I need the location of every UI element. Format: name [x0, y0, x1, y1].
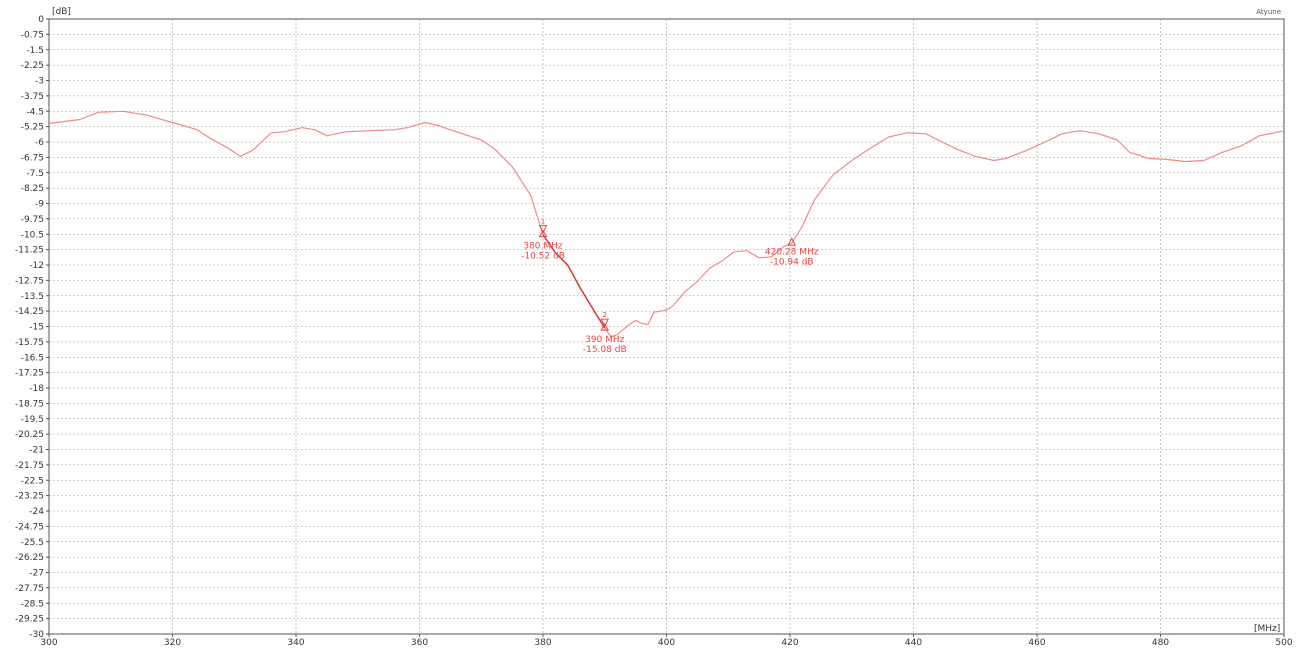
x-tick-label: 480: [1152, 638, 1169, 648]
y-tick-label: -18.75: [15, 399, 44, 409]
y-tick-label: -13.5: [21, 292, 44, 302]
x-unit-label: [MHz]: [1254, 624, 1280, 634]
y-tick-label: -9.75: [21, 215, 44, 225]
x-tick-label: 440: [905, 638, 922, 648]
y-tick-label: -18: [29, 384, 44, 394]
marker: 420.28 MHz-10.94 dB: [765, 237, 819, 267]
y-tick-label: -25.5: [21, 538, 44, 548]
x-tick-label: 400: [658, 638, 675, 648]
x-tick-label: 460: [1028, 638, 1045, 648]
marker-triangle-up: [600, 323, 610, 331]
brand-label: Atyune: [1256, 8, 1281, 16]
marker-number: 2: [603, 311, 607, 319]
x-tick-label: 300: [40, 638, 57, 648]
y-tick-label: -4.5: [26, 107, 44, 117]
x-tick-label: 500: [1275, 638, 1292, 648]
x-axis: 300 320 340 360 380 400 420 440 460 480 500: [40, 634, 1293, 648]
y-tick-label: -26.25: [15, 553, 44, 563]
marker-db-label: -15.08 dB: [583, 345, 627, 355]
x-tick-label: 420: [781, 638, 798, 648]
marker-triangle-up: [538, 229, 548, 238]
y-tick-label: -10.5: [21, 230, 44, 240]
y-tick-label: 0: [38, 15, 44, 25]
y-tick-label: -11.25: [15, 246, 44, 256]
y-tick-label: -27: [29, 569, 44, 579]
y-tick-label: -27.75: [15, 584, 44, 594]
y-tick-label: -16.5: [21, 353, 44, 363]
y-tick-label: -28.5: [21, 599, 44, 609]
marker-db-label: -10.94 dB: [770, 257, 814, 267]
markers-group: 1 380 MHz-10.52 dB 2 390 MHz-15.08 dB 420.28…: [521, 218, 819, 355]
marker: 2 390 MHz-15.08 dB: [583, 311, 627, 355]
y-tick-label: -1.5: [26, 46, 44, 56]
y-axis: 0 -0.75 -1.5 -2.25 -3 -3.75 -4.5 -5.25 -6 -6.75 -7…: [15, 15, 49, 640]
y-tick-label: -29.25: [15, 615, 44, 625]
x-tick-label: 380: [534, 638, 551, 648]
y-tick-label: -12.75: [15, 276, 44, 286]
y-unit-label: [dB]: [52, 7, 71, 17]
marker-db-label: -10.52 dB: [521, 252, 565, 262]
y-tick-label: -5.25: [21, 123, 44, 133]
y-tick-label: -15.75: [15, 338, 44, 348]
y-tick-label: -21: [29, 446, 44, 456]
series-highlight: [542, 234, 606, 329]
marker-freq-label: 380 MHz: [523, 242, 563, 252]
grid: [48, 18, 1285, 635]
y-tick-label: -23.25: [15, 492, 44, 502]
x-tick-label: 320: [164, 638, 181, 648]
marker-triangle-down: [600, 318, 610, 328]
y-tick-label: -8.25: [21, 184, 44, 194]
y-tick-label: -24.75: [15, 522, 44, 532]
x-tick-label: 340: [287, 638, 304, 648]
y-tick-label: -3: [35, 77, 44, 87]
y-tick-label: -20.25: [15, 430, 44, 440]
marker-number: 1: [541, 218, 545, 226]
y-tick-label: -17.25: [15, 369, 44, 379]
y-tick-label: -0.75: [21, 30, 44, 40]
y-tick-label: -15: [29, 323, 44, 333]
series-line: [48, 110, 1285, 338]
marker-freq-label: 390 MHz: [585, 335, 625, 345]
marker: 1 380 MHz-10.52 dB: [521, 218, 565, 262]
y-tick-label: -9: [35, 200, 44, 210]
series-group: [48, 110, 1285, 338]
marker-freq-label: 420.28 MHz: [765, 247, 819, 257]
y-tick-label: -6.75: [21, 153, 44, 163]
y-tick-label: -2.25: [21, 61, 44, 71]
y-tick-label: -14.25: [15, 307, 44, 317]
y-tick-label: -6: [35, 138, 44, 148]
marker-triangle-up: [787, 237, 797, 246]
x-tick-label: 360: [411, 638, 428, 648]
y-tick-label: -21.75: [15, 461, 44, 471]
y-tick-label: -7.5: [26, 169, 44, 179]
y-tick-label: -24: [29, 507, 44, 517]
marker-triangle-down: [538, 225, 548, 234]
y-tick-label: -22.5: [21, 476, 44, 486]
y-tick-label: -30: [29, 630, 44, 640]
y-tick-label: -19.5: [21, 415, 44, 425]
y-tick-label: -3.75: [21, 92, 44, 102]
y-tick-label: -12: [29, 261, 44, 271]
